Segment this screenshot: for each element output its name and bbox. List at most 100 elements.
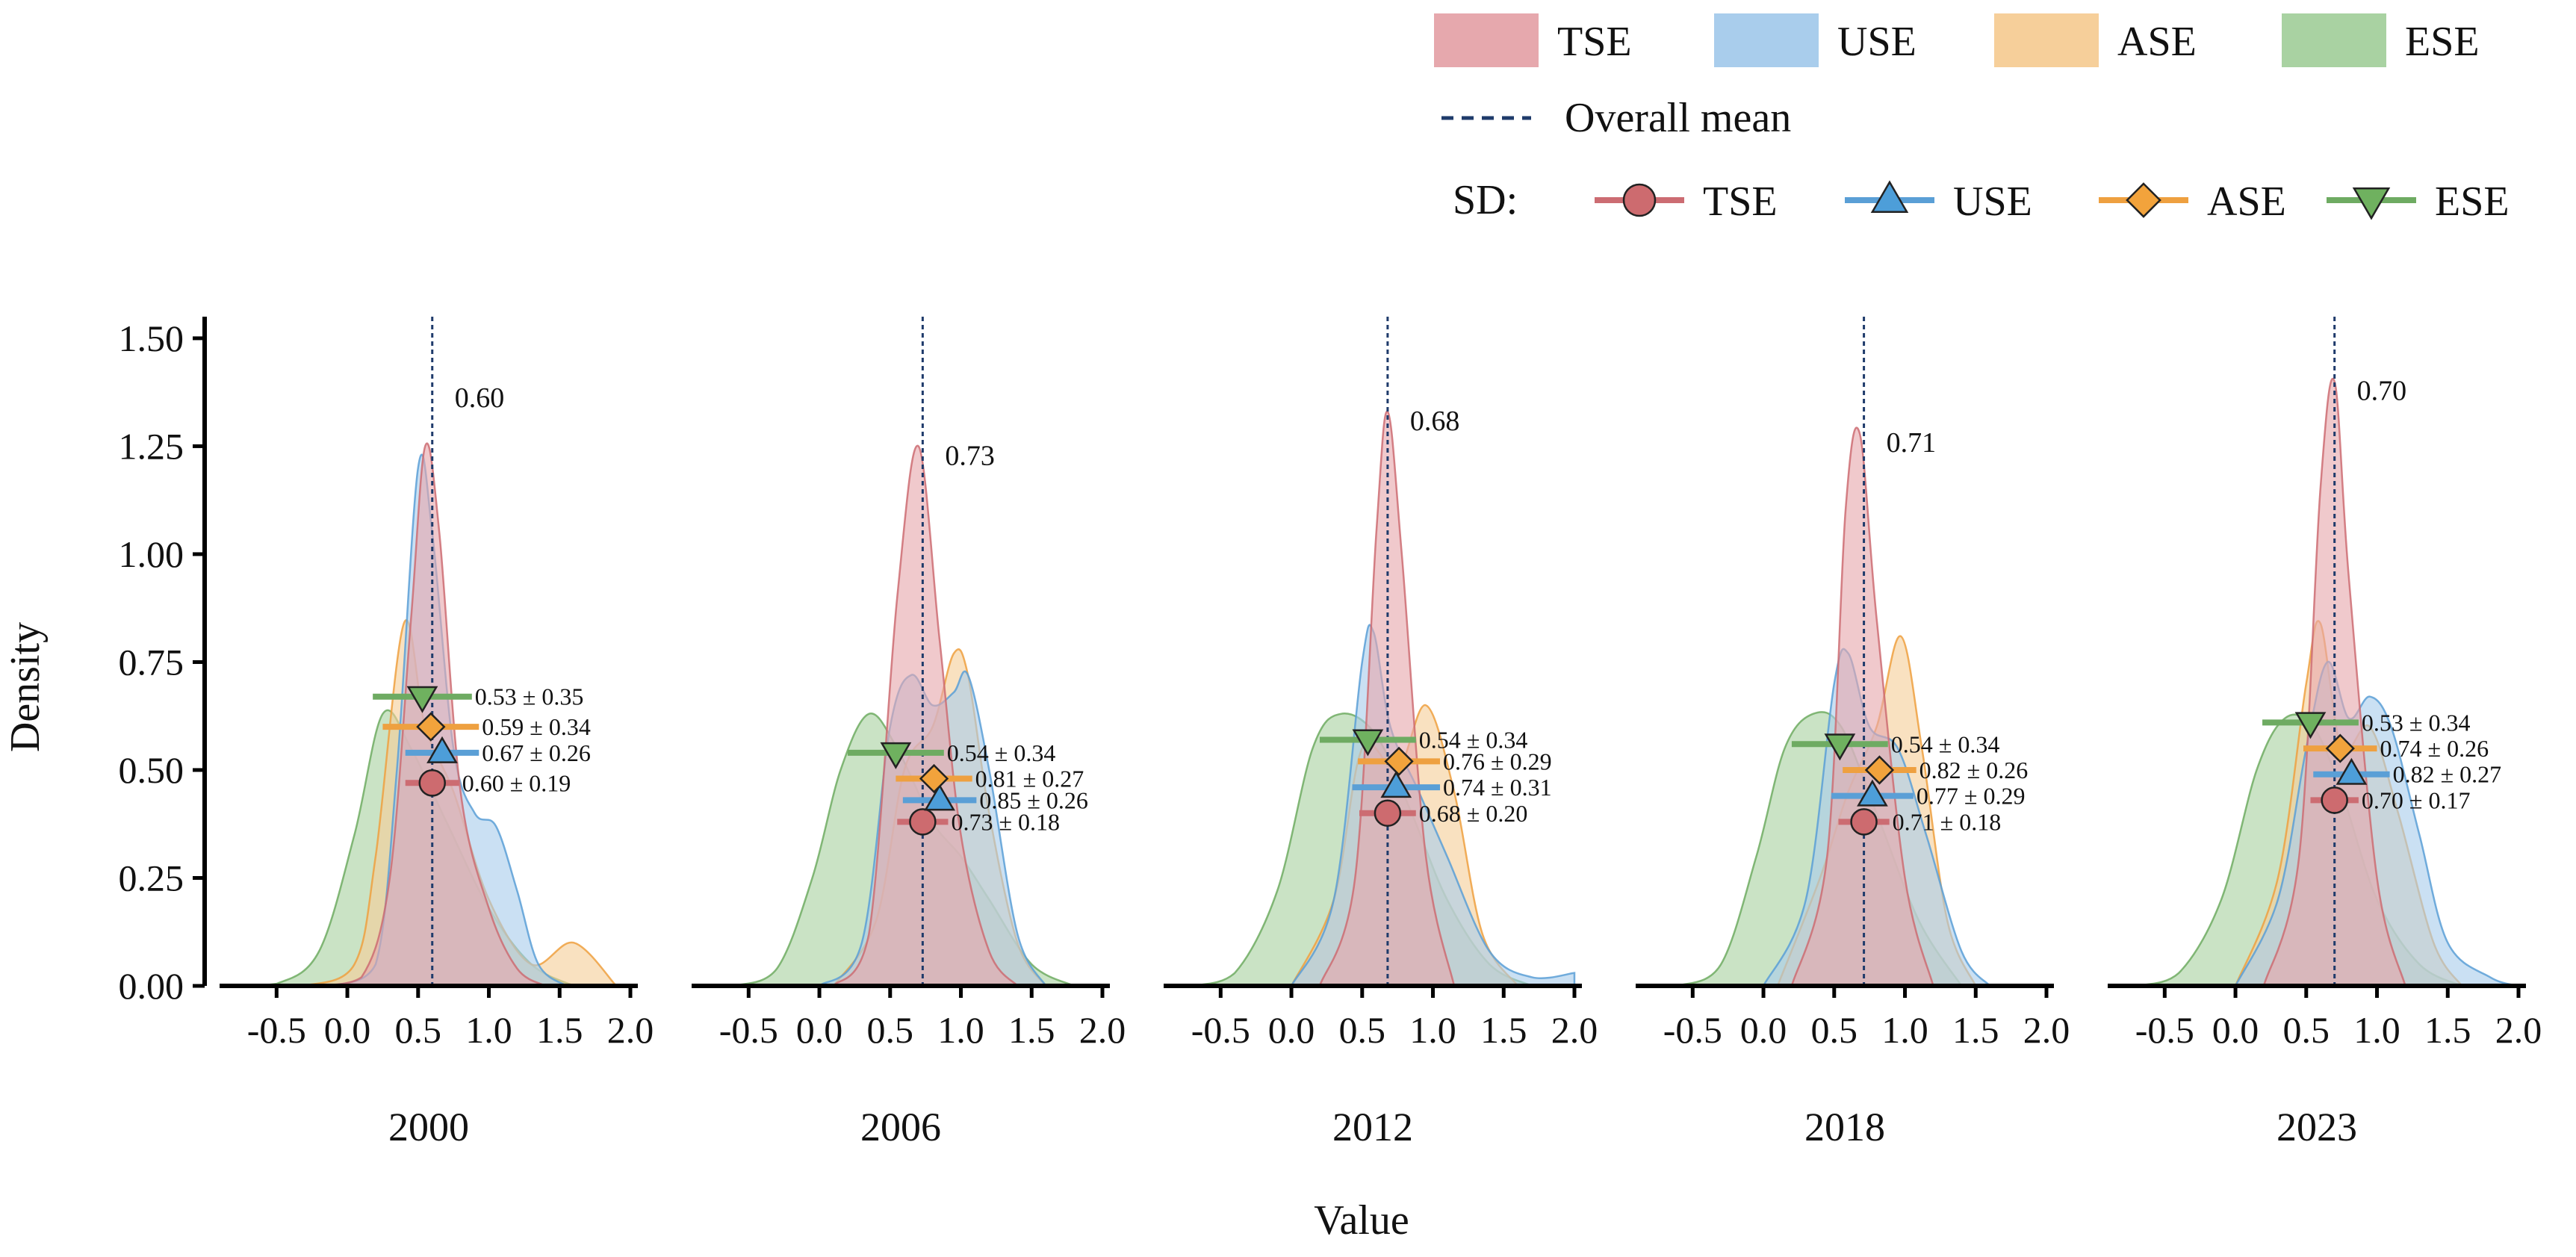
x-tick-label: 0.0	[1268, 1009, 1315, 1051]
x-tick-label: 0.0	[796, 1009, 843, 1051]
sd-label-use: 0.67 ± 0.26	[482, 739, 591, 766]
sd-label-ase: 0.74 ± 0.26	[2380, 735, 2489, 762]
x-tick-label: -0.5	[2135, 1009, 2194, 1051]
sd-marker-tse	[418, 769, 446, 797]
sd-label-ase: 0.59 ± 0.34	[482, 713, 591, 740]
x-tick-label: 0.0	[324, 1009, 371, 1051]
sd-marker-ase	[1864, 755, 1895, 785]
sd-marker-use	[924, 783, 955, 811]
legend-sd-marker-use	[1870, 180, 1909, 213]
sd-marker-use	[1857, 779, 1888, 807]
legend-label-use: USE	[1837, 19, 1917, 65]
x-tick-label: 0.0	[1740, 1009, 1787, 1051]
sd-marker-ese	[1824, 733, 1856, 761]
legend-sd-marker-ese	[2352, 187, 2391, 220]
x-tick-label: 1.0	[937, 1009, 984, 1051]
y-tick-label: 1.50	[119, 317, 184, 359]
x-tick-label: 1.0	[2353, 1009, 2400, 1051]
sd-marker-use	[1380, 771, 1412, 798]
legend-label-tse: TSE	[1557, 19, 1632, 65]
y-tick-label: 0.75	[119, 641, 184, 683]
x-tick-label: 1.5	[1952, 1009, 1999, 1051]
sd-label-ese: 0.53 ± 0.34	[2362, 709, 2471, 736]
legend-sd-marker-ase	[2126, 182, 2161, 218]
x-tick-label: 2.0	[1079, 1009, 1126, 1051]
x-tick-label: 2.0	[607, 1009, 654, 1051]
legend-label-ese: ESE	[2405, 19, 2480, 65]
sd-label-ese: 0.54 ± 0.34	[1891, 730, 2000, 757]
x-tick-label: 0.5	[1811, 1009, 1858, 1051]
x-tick-label: -0.5	[1191, 1009, 1250, 1051]
sd-marker-use	[426, 736, 458, 763]
x-tick-label: 2.0	[2023, 1009, 2070, 1051]
legend-sd-label-tse: TSE	[1703, 179, 1778, 225]
y-axis-title: Density	[2, 622, 49, 752]
facet-panel-2000: 0.60 0.60 ± 0.19 0.67 ± 0.260.59 ± 0.34 0.5…	[220, 317, 654, 1149]
x-tick-label: 0.5	[1339, 1009, 1386, 1051]
x-tick-label: -0.5	[1663, 1009, 1722, 1051]
sd-label-ese: 0.54 ± 0.34	[947, 739, 1056, 766]
overall-mean-label: 0.70	[2357, 376, 2407, 407]
overall-mean-label: 0.68	[1410, 406, 1460, 437]
sd-marker-tse	[2321, 786, 2348, 814]
x-tick-label: 1.5	[1480, 1009, 1527, 1051]
sd-label-ase: 0.81 ± 0.27	[975, 766, 1084, 792]
x-tick-label: -0.5	[719, 1009, 778, 1051]
facet-label: 2000	[388, 1105, 469, 1149]
x-tick-label: 1.5	[536, 1009, 583, 1051]
legend-swatch-use	[1714, 13, 1819, 67]
sd-label-tse: 0.68 ± 0.20	[1419, 800, 1528, 827]
facet-label: 2006	[860, 1105, 941, 1149]
x-tick-label: 2.0	[1551, 1009, 1598, 1051]
sd-marker-ese	[2294, 712, 2327, 739]
legend-sd-label-ase: ASE	[2207, 179, 2286, 225]
sd-marker-ese	[880, 742, 912, 769]
sd-marker-use	[2336, 757, 2368, 785]
sd-marker-ese	[1352, 729, 1384, 757]
x-tick-label: -0.5	[247, 1009, 306, 1051]
sd-marker-ase	[1384, 746, 1414, 777]
legend-label-ase: ASE	[2117, 19, 2197, 65]
x-tick-label: 0.0	[2212, 1009, 2259, 1051]
sd-label-ese: 0.53 ± 0.35	[475, 683, 584, 710]
x-tick-label: 1.5	[2424, 1009, 2471, 1051]
legend: TSE USE ASE ESE Overall mean SD: TSE USE ASE ESE	[1434, 13, 2510, 225]
sd-marker-ase	[2325, 733, 2355, 763]
sd-label-ase: 0.82 ± 0.26	[1919, 757, 2029, 783]
x-tick-label: 0.5	[2283, 1009, 2330, 1051]
facet-label: 2018	[1804, 1105, 1885, 1149]
x-tick-label: 0.5	[867, 1009, 914, 1051]
y-tick-label: 0.00	[119, 965, 184, 1007]
overall-mean-label: 0.60	[455, 382, 505, 414]
x-tick-label: 1.5	[1008, 1009, 1055, 1051]
y-tick-label: 0.25	[119, 857, 184, 898]
legend-sd-label-ese: ESE	[2435, 179, 2510, 225]
x-axis-title: Value	[1314, 1197, 1409, 1244]
facet-label: 2023	[2276, 1105, 2357, 1149]
legend-mean-label: Overall mean	[1565, 95, 1791, 141]
sd-marker-ese	[406, 686, 438, 713]
y-tick-label: 1.25	[119, 425, 184, 467]
sd-marker-tse	[1850, 808, 1878, 836]
overall-mean-label: 0.73	[945, 440, 995, 471]
facet-panel-2023: 0.700.70 ± 0.170.82 ± 0.270.74 ± 0.260.5…	[2108, 317, 2542, 1149]
sd-label-tse: 0.60 ± 0.19	[462, 769, 571, 796]
legend-swatch-tse	[1434, 13, 1539, 67]
legend-swatch-ese	[2282, 13, 2386, 67]
y-tick-label: 1.00	[119, 533, 184, 575]
sd-label-use: 0.82 ± 0.27	[2393, 761, 2502, 788]
sd-label-tse: 0.71 ± 0.18	[1893, 808, 2002, 835]
legend-sd-label-use: USE	[1953, 179, 2032, 225]
x-tick-label: 1.0	[1881, 1009, 1928, 1051]
sd-label-ase: 0.76 ± 0.29	[1443, 748, 1552, 775]
x-tick-label: 0.5	[395, 1009, 442, 1051]
facet-label: 2012	[1332, 1105, 1413, 1149]
facet-panel-2012: 0.68 0.68 ± 0.200.74 ± 0.310.76 ± 0.29 0.5…	[1164, 317, 1598, 1149]
facet-panels: 0.60 0.60 ± 0.19 0.67 ± 0.260.59 ± 0.34 0.5…	[220, 317, 2542, 1149]
y-axis: 0.00 0.25 0.50 0.75 1.00 1.25 1.50	[119, 317, 207, 1007]
sd-marker-ase	[919, 763, 949, 794]
sd-marker-tse	[1374, 799, 1402, 828]
sd-label-use: 0.74 ± 0.31	[1443, 774, 1552, 801]
sd-label-tse: 0.73 ± 0.18	[951, 808, 1060, 835]
